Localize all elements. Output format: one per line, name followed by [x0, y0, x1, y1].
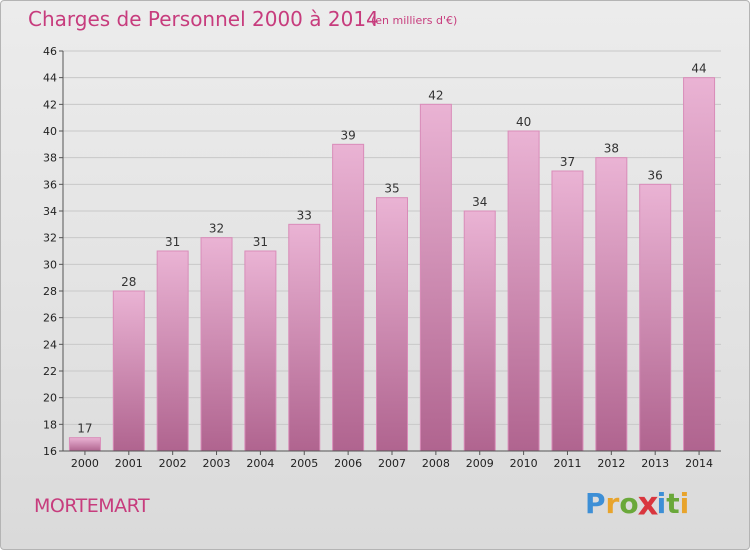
y-tick-label: 40 — [43, 125, 57, 138]
data-label: 42 — [428, 88, 443, 102]
y-tick-label: 20 — [43, 392, 57, 405]
chart-unit: (en milliers d'€) — [371, 14, 458, 27]
x-tick-label: 2007 — [378, 457, 406, 470]
bar-2006 — [332, 143, 365, 452]
y-axis: 16 18 20 22 24 26 28 30 32 34 36 38 40 42 44 46 — [43, 45, 64, 458]
bar-2009 — [463, 210, 496, 452]
x-tick-label: 2009 — [466, 457, 494, 470]
x-tick-label: 2012 — [597, 457, 625, 470]
data-label: 33 — [297, 208, 312, 222]
x-tick-label: 2003 — [203, 457, 231, 470]
data-label: 37 — [560, 155, 575, 169]
y-tick-label: 24 — [43, 338, 57, 351]
brand-letter: o — [619, 487, 639, 520]
bar-2007 — [376, 197, 408, 452]
y-tick-label: 26 — [43, 312, 57, 325]
x-tick-label: 2010 — [510, 457, 538, 470]
x-tick-label: 2008 — [422, 457, 450, 470]
data-label: 17 — [77, 422, 92, 436]
x-tick-label: 2000 — [71, 457, 99, 470]
y-tick-label: 46 — [43, 45, 57, 58]
bar-2003 — [200, 237, 233, 452]
data-label: 28 — [121, 275, 136, 289]
data-label: 36 — [648, 168, 663, 182]
bar-2005 — [288, 223, 321, 452]
data-label: 35 — [384, 182, 399, 196]
bar-2013 — [639, 183, 672, 452]
data-labels: 17 28 31 32 31 33 39 35 42 34 40 37 38 36 44 — [77, 62, 706, 436]
x-axis: 2000 2001 2002 2003 2004 2005 2006 2007 2008 2009… — [63, 450, 721, 470]
data-label: 40 — [516, 115, 531, 129]
bar-2004 — [244, 250, 277, 452]
brand-logo: Proxiti — [585, 484, 690, 523]
y-tick-label: 16 — [43, 445, 57, 458]
y-tick-label: 42 — [43, 98, 57, 111]
brand-letter: i — [656, 487, 667, 520]
brand-letter: P — [585, 487, 606, 520]
x-tick-label: 2006 — [334, 457, 362, 470]
y-tick-label: 18 — [43, 418, 57, 431]
x-tick-label: 2014 — [685, 457, 713, 470]
data-label: 38 — [604, 142, 619, 156]
x-tick-label: 2002 — [159, 457, 187, 470]
x-tick-label: 2004 — [246, 457, 274, 470]
bar-2001 — [112, 290, 145, 452]
brand-letter: r — [605, 487, 620, 520]
y-tick-label: 34 — [43, 205, 57, 218]
bar-2012 — [595, 157, 628, 452]
data-label: 44 — [691, 62, 706, 76]
x-tick-label: 2005 — [290, 457, 318, 470]
brand-letter: i — [679, 487, 690, 520]
y-tick-label: 28 — [43, 285, 57, 298]
data-label: 31 — [165, 235, 180, 249]
y-tick-label: 44 — [43, 72, 57, 85]
bar-2002 — [156, 250, 189, 452]
bars — [68, 77, 716, 452]
data-label: 32 — [209, 222, 224, 236]
bar-2000 — [68, 437, 101, 452]
y-tick-label: 38 — [43, 152, 57, 165]
commune-name: MORTEMART — [34, 495, 150, 517]
brand-letter: x — [637, 484, 659, 523]
x-tick-label: 2001 — [115, 457, 143, 470]
bar-2011 — [551, 170, 584, 452]
y-tick-label: 22 — [43, 365, 57, 378]
y-tick-label: 36 — [43, 178, 57, 191]
x-tick-label: 2011 — [553, 457, 581, 470]
data-label: 31 — [253, 235, 268, 249]
bar-2014 — [683, 77, 716, 452]
brand-letter: t — [666, 487, 680, 520]
x-tick-label: 2013 — [641, 457, 669, 470]
data-label: 39 — [340, 128, 355, 142]
chart-title: Charges de Personnel 2000 à 2014 — [28, 7, 379, 31]
data-label: 34 — [472, 195, 487, 209]
bar-2010 — [507, 130, 540, 452]
y-tick-label: 30 — [43, 258, 57, 271]
bar-2008 — [419, 103, 452, 452]
y-tick-label: 32 — [43, 232, 57, 245]
